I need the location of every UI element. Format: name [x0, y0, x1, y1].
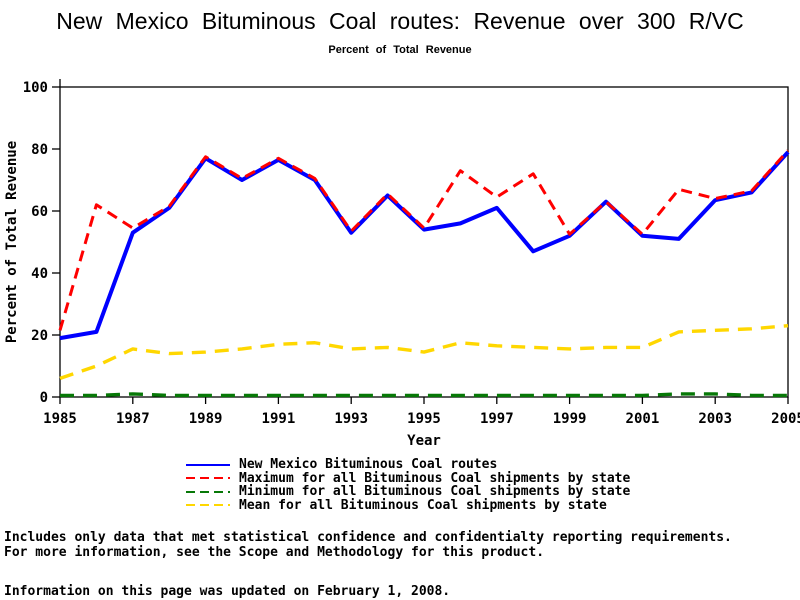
x-tick-label: 1997	[480, 411, 514, 427]
x-tick-label: 1993	[334, 411, 368, 427]
legend-item-1: Maximum for all Bituminous Coal shipment…	[185, 470, 631, 486]
legend-swatch-icon	[186, 504, 230, 507]
line-chart: 0 20 40 60 80 100 1985 1987 1989 1991 1993 1995 1997…	[4, 79, 800, 449]
series-line-1	[58, 149, 790, 331]
y-tick-label: 20	[31, 328, 48, 344]
y-tick-label: 80	[31, 142, 48, 158]
x-tick-label: 1985	[43, 411, 77, 427]
chart-subtitle: Percent of Total Revenue	[328, 44, 472, 56]
chart-area: 0 20 40 60 80 100 1985 1987 1989 1991 1993 1995 1997…	[0, 70, 800, 461]
series-line-2	[60, 392, 788, 398]
footnote-line-1: Includes only data that met statistical …	[4, 530, 732, 545]
footnotes: Includes only data that met statistical …	[4, 530, 732, 560]
legend-item-2: Minimum for all Bituminous Coal shipment…	[185, 484, 631, 500]
x-tick-label: 1991	[262, 411, 296, 427]
x-tick-label: 2005	[771, 411, 800, 427]
legend-label: New Mexico Bituminous Coal routes	[239, 457, 498, 473]
legend-swatch-icon	[186, 477, 230, 480]
x-tick-label: 1989	[189, 411, 223, 427]
legend-item-3: Mean for all Bituminous Coal shipments b…	[185, 497, 630, 513]
x-tick-label: 1995	[407, 411, 441, 427]
x-tick-label: 2003	[698, 411, 732, 427]
y-tick-label: 0	[40, 390, 48, 406]
series-line-0	[59, 150, 790, 341]
x-axis-title: Year	[407, 433, 441, 449]
legend-swatch-icon	[186, 463, 230, 466]
legend-swatch-icon	[186, 490, 230, 493]
legend-label: Maximum for all Bituminous Coal shipment…	[239, 470, 631, 486]
y-tick-label: 40	[31, 266, 48, 282]
y-axis-title: Percent of Total Revenue	[4, 141, 20, 343]
x-tick-label: 1987	[116, 411, 150, 427]
legend-item-0: New Mexico Bituminous Coal routes	[185, 457, 630, 473]
x-tick-label: 2001	[626, 411, 660, 427]
legend-label: Mean for all Bituminous Coal shipments b…	[239, 497, 607, 513]
legend-label: Minimum for all Bituminous Coal shipment…	[239, 484, 631, 500]
y-tick-label: 60	[31, 204, 48, 220]
chart-title: New Mexico Bituminous Coal routes: Reven…	[56, 8, 744, 34]
updated-note: Information on this page was updated on …	[4, 584, 451, 599]
y-tick-label: 100	[23, 80, 48, 96]
x-tick-label: 1999	[553, 411, 587, 427]
footnote-line-2: For more information, see the Scope and …	[4, 544, 545, 560]
series-line-3	[59, 324, 789, 381]
legend: New Mexico Bituminous Coal routes Maximum…	[185, 457, 631, 513]
